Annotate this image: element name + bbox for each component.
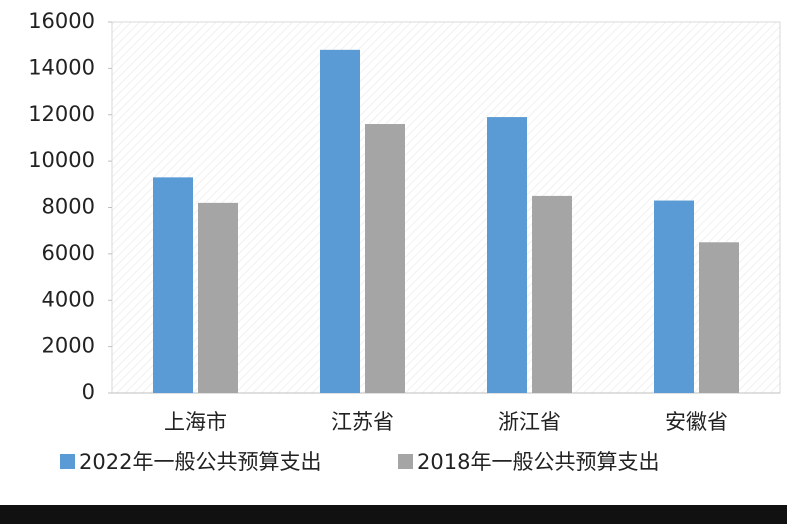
- legend-swatch: [60, 454, 75, 469]
- bar: [487, 117, 527, 393]
- y-tick-label: 16000: [28, 9, 95, 33]
- bar: [699, 242, 739, 393]
- x-tick-label: 安徽省: [665, 410, 728, 434]
- x-tick-label: 浙江省: [498, 410, 561, 434]
- y-tick-label: 2000: [42, 334, 95, 358]
- y-tick-label: 0: [82, 380, 95, 404]
- bar: [153, 177, 193, 393]
- y-tick-label: 4000: [42, 287, 95, 311]
- bar: [532, 195, 572, 393]
- bar: [365, 124, 405, 394]
- y-tick-label: 14000: [28, 55, 95, 79]
- bar: [198, 202, 238, 393]
- y-tick-label: 10000: [28, 148, 95, 172]
- bottom-edge: [0, 505, 787, 524]
- legend-label: 2018年一般公共预算支出: [417, 450, 659, 474]
- bar: [654, 200, 694, 393]
- legend-label: 2022年一般公共预算支出: [79, 450, 321, 474]
- y-tick-label: 8000: [42, 195, 95, 219]
- legend-swatch: [398, 454, 413, 469]
- x-tick-label: 上海市: [164, 410, 227, 434]
- y-tick-label: 12000: [28, 102, 95, 126]
- y-tick-label: 6000: [42, 241, 95, 265]
- x-tick-label: 江苏省: [331, 410, 394, 434]
- bar: [320, 49, 360, 393]
